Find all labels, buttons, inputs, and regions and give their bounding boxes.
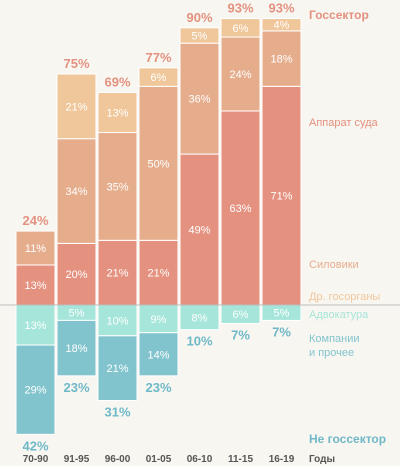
- legend-label-компании-и-прочее: Компании и прочее: [309, 333, 360, 359]
- bar-segment-силовики-16-19: [261, 30, 302, 87]
- bar-segment-адвокатура-96-00: [97, 304, 138, 337]
- segment-label: 8%: [192, 312, 208, 324]
- bar-segment-др-госорганы-11-15: [220, 18, 261, 38]
- total-label-gov: 24%: [22, 213, 48, 228]
- bar-segment-компании-и-прочее-96-00: [97, 335, 138, 401]
- segment-label: 10%: [106, 315, 128, 327]
- bar-segment-аппарат-суда-11-15: [220, 110, 261, 306]
- bar-segment-аппарат-суда-96-00: [97, 239, 138, 306]
- legend-label-line: Компании: [309, 333, 360, 345]
- legend-label-line: и прочее: [309, 347, 354, 359]
- x-tick-label: 16-19: [269, 454, 295, 465]
- total-label-gov: 93%: [268, 1, 294, 16]
- legend-label-адвокатура: Адвокатура: [309, 309, 369, 321]
- total-label-nongov: 31%: [104, 404, 130, 419]
- bar-segment-силовики-91-95: [56, 138, 97, 244]
- segment-label: 6%: [233, 309, 249, 321]
- total-label-gov: 75%: [63, 56, 89, 71]
- segment-label: 24%: [229, 69, 251, 81]
- segment-label: 34%: [65, 186, 87, 198]
- bar-segment-компании-и-прочее-91-95: [56, 319, 97, 377]
- bar-segment-силовики-70-90: [15, 230, 56, 266]
- segment-label: 20%: [65, 269, 87, 281]
- legend-label-др-госорганы: Др. госорганы: [309, 291, 380, 303]
- legend-label-силовики: Силовики: [309, 259, 359, 271]
- segment-label: 13%: [24, 280, 46, 292]
- group-label-gov: Госсектор: [309, 8, 369, 22]
- x-tick-label: 96-00: [105, 454, 131, 465]
- x-tick-label: 11-15: [228, 454, 253, 465]
- total-label-nongov: 42%: [22, 438, 48, 453]
- bar-segment-силовики-06-10: [179, 42, 220, 155]
- segment-label: 14%: [147, 349, 169, 361]
- segment-label: 18%: [270, 54, 292, 66]
- total-label-nongov: 7%: [272, 324, 291, 339]
- total-label-gov: 69%: [104, 74, 130, 89]
- total-label-gov: 77%: [145, 50, 171, 65]
- total-label-nongov: 23%: [63, 380, 89, 395]
- segment-label: 6%: [233, 23, 249, 35]
- bar-segment-др-госорганы-06-10: [179, 27, 220, 44]
- x-tick-label: 70-90: [23, 454, 49, 465]
- bar-segment-аппарат-суда-16-19: [261, 85, 302, 306]
- x-tick-label: 01-05: [146, 454, 172, 465]
- x-axis-name: Годы: [309, 454, 335, 465]
- bar-segment-аппарат-суда-70-90: [15, 264, 56, 306]
- bar-segment-силовики-11-15: [220, 36, 261, 112]
- segment-label: 21%: [106, 363, 128, 375]
- segment-label: 9%: [151, 314, 167, 326]
- total-label-nongov: 7%: [231, 327, 250, 342]
- bar-segment-др-госорганы-01-05: [138, 67, 179, 87]
- legend-label-аппарат-суда: Аппарат суда: [309, 117, 379, 129]
- segment-label: 21%: [106, 268, 128, 280]
- bar-segment-др-госорганы-91-95: [56, 73, 97, 140]
- bar-segment-др-госорганы-96-00: [97, 91, 138, 134]
- segment-label: 4%: [274, 20, 290, 32]
- segment-label: 71%: [270, 191, 292, 203]
- bar-segment-адвокатура-01-05: [138, 304, 179, 334]
- segment-label: 5%: [192, 31, 208, 43]
- segment-label: 18%: [65, 343, 87, 355]
- segment-label: 50%: [147, 158, 169, 170]
- x-tick-label: 91-95: [64, 454, 90, 465]
- group-label-nongov: Не госсектор: [309, 432, 386, 446]
- segment-label: 21%: [147, 268, 169, 280]
- segment-label: 13%: [106, 108, 128, 120]
- segment-label: 21%: [65, 101, 87, 113]
- bar-segment-др-госорганы-16-19: [261, 18, 302, 32]
- bar-segment-адвокатура-06-10: [179, 304, 220, 331]
- segment-label: 11%: [25, 243, 46, 255]
- segment-label: 6%: [151, 72, 167, 84]
- segment-label: 13%: [24, 320, 46, 332]
- x-tick-label: 06-10: [187, 454, 213, 465]
- total-label-gov: 93%: [227, 1, 253, 16]
- total-label-nongov: 10%: [186, 334, 212, 349]
- bar-segment-силовики-01-05: [138, 85, 179, 241]
- total-label-nongov: 23%: [145, 380, 171, 395]
- total-label-gov: 90%: [186, 10, 212, 25]
- bar-segment-компании-и-прочее-01-05: [138, 332, 179, 377]
- segment-label: 5%: [69, 308, 85, 320]
- segment-label: 63%: [229, 203, 251, 215]
- segment-label: 5%: [274, 308, 290, 320]
- bar-segment-компании-и-прочее-70-90: [15, 344, 56, 435]
- segment-label: 35%: [106, 181, 128, 193]
- segment-label: 29%: [24, 385, 46, 397]
- segment-label: 36%: [188, 94, 210, 106]
- segment-label: 49%: [188, 225, 210, 237]
